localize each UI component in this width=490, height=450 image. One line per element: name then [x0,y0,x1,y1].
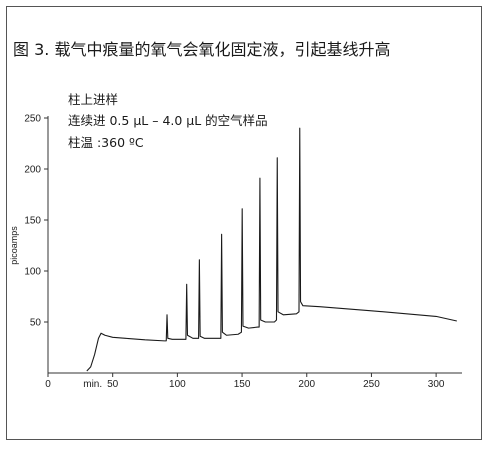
x-tick-label: 200 [298,379,315,390]
annotation-column-temperature: 柱温 :360 ºC [68,135,144,150]
y-axis-label: picoamps [9,226,19,265]
y-tick-label: 250 [24,114,41,125]
x-axis-label: min. [83,379,102,390]
y-tick-label: 200 [24,165,41,176]
chart-series [86,127,457,372]
annotation-sample-volume: 连续进 0.5 μL – 4.0 μL 的空气样品 [68,113,268,128]
x-tick-label: 50 [107,379,119,390]
x-tick-label: 100 [169,379,186,390]
y-tick-label: 50 [30,318,42,329]
x-tick-label: 250 [363,379,380,390]
figure-title: 图 3. 载气中痕量的氧气会氧化固定液，引起基线升高 [13,40,391,59]
chart-axes [47,116,462,374]
y-tick-label: 150 [24,216,41,227]
chromatogram-trace [86,127,457,372]
x-tick-label: 0 [45,379,51,390]
y-tick-label: 100 [24,267,41,278]
x-tick-label: 300 [428,379,445,390]
x-tick-label: 150 [234,379,251,390]
figure-frame [6,6,482,440]
x-axis-ticks: 0 50 100 150 200 250 300 min. [45,373,445,390]
y-axis-ticks: 50 100 150 200 250 picoamps [9,114,48,329]
annotation-injection-mode: 柱上进样 [68,92,119,107]
